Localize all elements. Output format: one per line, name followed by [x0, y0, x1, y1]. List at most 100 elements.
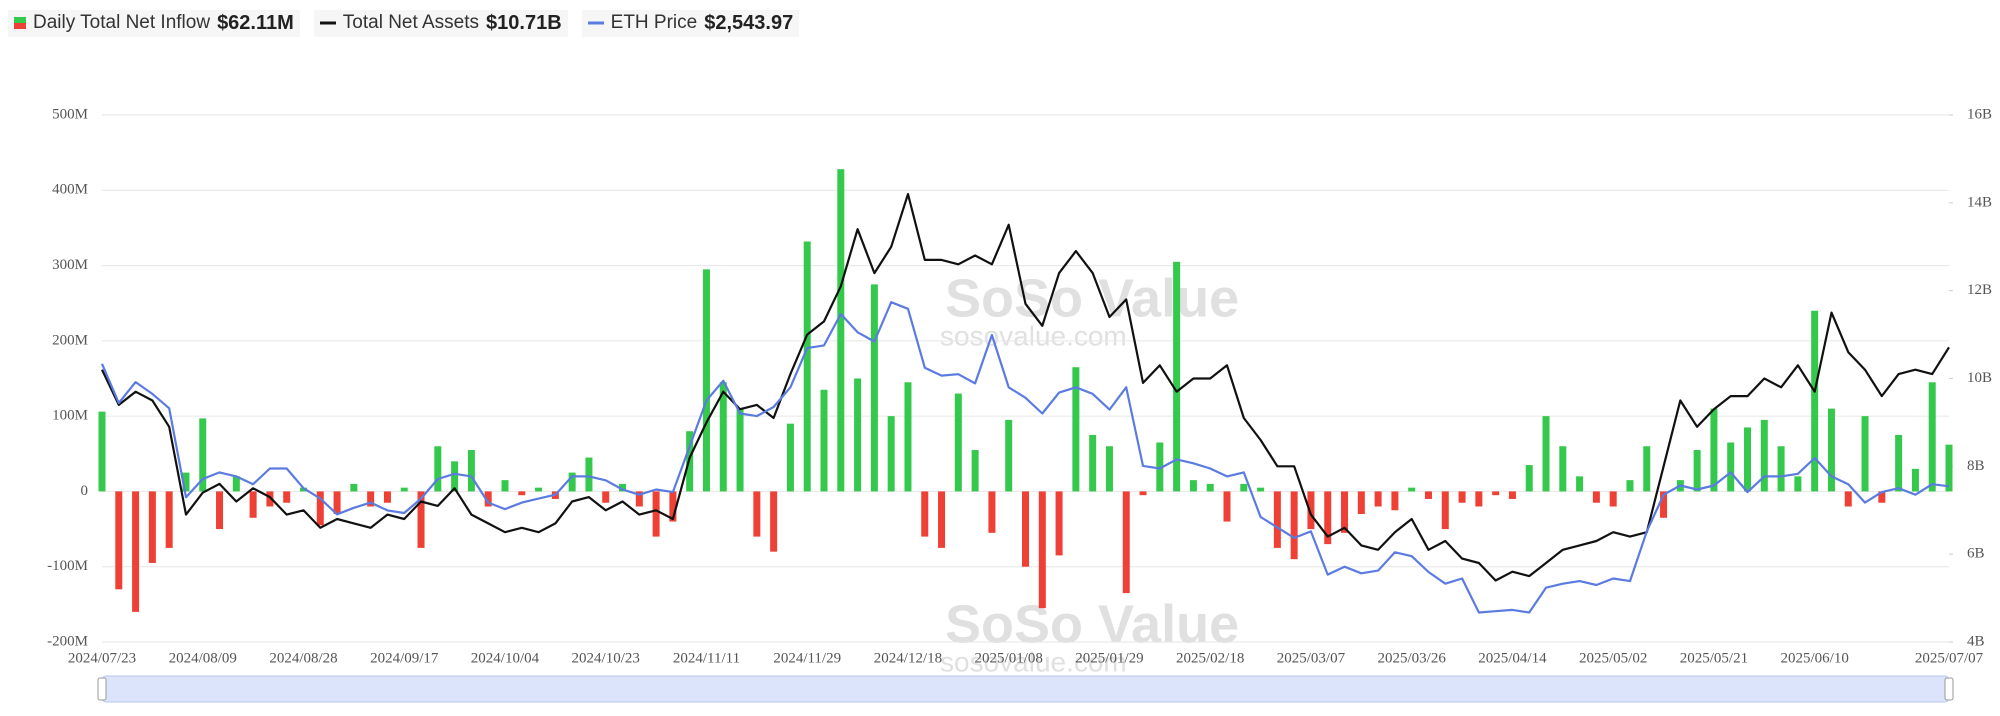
bar — [199, 418, 207, 492]
bar — [1357, 491, 1365, 515]
legend-label: Daily Total Net Inflow — [33, 12, 211, 33]
bar — [1173, 261, 1181, 492]
bar — [1139, 491, 1147, 496]
bar — [1777, 446, 1785, 492]
bar — [1089, 434, 1097, 492]
bar — [1307, 491, 1315, 530]
y-tick-label: 400M — [52, 182, 88, 198]
bar — [1626, 480, 1634, 492]
x-tick-label: 2024/11/29 — [773, 650, 841, 666]
bar — [938, 491, 946, 548]
bar — [1525, 465, 1533, 492]
bar — [1592, 491, 1600, 503]
x-tick-label: 2025/03/26 — [1378, 650, 1447, 666]
x-tick-label: 2024/10/04 — [471, 650, 540, 666]
x-tick-label: 2024/07/23 — [68, 650, 136, 666]
x-tick-label: 2025/05/02 — [1579, 650, 1647, 666]
bar — [1038, 491, 1046, 609]
slider-handle[interactable] — [97, 677, 107, 701]
bar — [1928, 382, 1936, 492]
bar — [1508, 491, 1516, 499]
y2-tick-label: 4B — [1967, 633, 1985, 649]
legend-item[interactable]: Total Net Assets $10.71B — [313, 9, 568, 37]
bar — [602, 491, 610, 503]
bar — [451, 461, 459, 492]
bar — [333, 491, 341, 515]
bar — [165, 491, 173, 548]
range-slider[interactable] — [101, 675, 1950, 703]
bar — [1122, 491, 1130, 594]
y2-tick-label: 14B — [1967, 194, 1992, 210]
bar — [417, 491, 425, 548]
bar — [1022, 491, 1029, 567]
y2-tick-label: 8B — [1967, 458, 1985, 474]
bar — [1878, 491, 1886, 503]
bar — [921, 491, 929, 537]
legend-label: Total Net Assets — [342, 12, 480, 33]
bar — [383, 491, 391, 503]
bar — [770, 491, 778, 552]
legend-value: $2,543.97 — [704, 11, 794, 34]
x-tick-label: 2024/11/11 — [673, 650, 740, 666]
y-tick-label: 100M — [52, 408, 88, 424]
bar — [1156, 442, 1164, 492]
bar — [635, 491, 643, 507]
bar — [400, 487, 408, 492]
bar — [216, 491, 224, 530]
legend-item[interactable]: ETH Price $2,543.97 — [581, 9, 800, 37]
bar — [854, 378, 862, 492]
bar — [367, 491, 375, 507]
bar — [1324, 491, 1332, 545]
bar — [1811, 310, 1819, 492]
bar — [1861, 416, 1869, 492]
bar — [1257, 487, 1265, 492]
slider-handle[interactable] — [1944, 677, 1954, 701]
bar — [702, 269, 710, 492]
x-tick-label: 2024/10/23 — [572, 650, 640, 666]
x-tick-label: 2025/06/10 — [1781, 650, 1849, 666]
bar — [1072, 367, 1080, 492]
bar — [568, 472, 576, 492]
line — [100, 301, 1950, 614]
bar — [1206, 483, 1214, 492]
legend-value: $10.71B — [486, 11, 562, 34]
bar — [1844, 491, 1852, 507]
bar — [652, 491, 660, 537]
y2-tick-label: 6B — [1967, 546, 1985, 562]
y-tick-label: 200M — [52, 332, 88, 348]
bar — [1727, 442, 1735, 492]
y2-tick-label: 12B — [1967, 282, 1992, 298]
y-tick-label: 500M — [52, 106, 88, 122]
bar — [971, 450, 979, 492]
bar — [484, 491, 492, 507]
bar — [619, 483, 627, 492]
y-tick-label: 0 — [81, 483, 89, 499]
legend-item[interactable]: Daily Total Net Inflow $62.11M — [8, 9, 300, 37]
bar — [803, 241, 811, 492]
bar — [467, 450, 475, 492]
bar — [283, 491, 291, 503]
bar — [1475, 491, 1483, 507]
x-tick-label: 2025/04/14 — [1478, 650, 1547, 666]
bar — [1240, 483, 1248, 492]
bar — [501, 480, 509, 492]
bar — [1105, 446, 1113, 492]
bar — [1492, 491, 1500, 496]
bar — [1542, 416, 1550, 492]
bar — [1827, 408, 1835, 492]
bar — [786, 423, 794, 492]
bar — [182, 472, 190, 492]
bar — [1945, 444, 1953, 492]
bar — [1744, 427, 1752, 492]
bar — [535, 487, 543, 492]
bar — [719, 382, 727, 492]
bar — [870, 284, 878, 492]
bar — [434, 446, 442, 492]
x-tick-label: 2024/09/17 — [370, 650, 439, 666]
bar — [753, 491, 761, 537]
bar — [350, 483, 358, 492]
x-tick-label: 2025/01/08 — [975, 650, 1043, 666]
y-tick-label: 300M — [52, 257, 88, 273]
